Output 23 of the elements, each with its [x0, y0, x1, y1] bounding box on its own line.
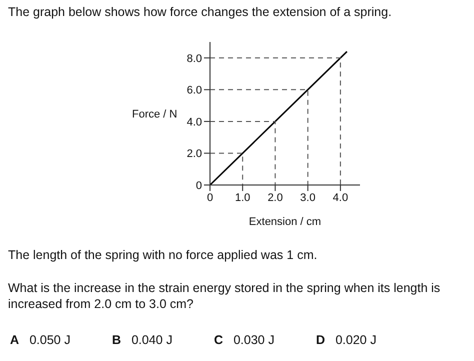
- y-tick-label: 8.0: [186, 52, 202, 65]
- x-tick-label: 2.0: [268, 192, 283, 204]
- x-axis-title: Extension / cm: [248, 216, 322, 228]
- text: A: [10, 333, 20, 347]
- chart-title: The graph below shows how force changes the extension of a spring.: [8, 5, 392, 19]
- y-tick-label: 2.0: [186, 148, 202, 160]
- text: B: [112, 333, 122, 347]
- text: D: [316, 333, 326, 347]
- text: 0.020 J: [335, 333, 376, 347]
- text: 0.050 J: [29, 333, 70, 347]
- x-tick-label: 1.0: [234, 192, 250, 204]
- text: 0.030 J: [233, 333, 274, 347]
- y-tick-label: 6.0: [186, 84, 202, 97]
- y-tick-label: 0: [196, 180, 202, 192]
- x-tick-label: 3.0: [300, 192, 316, 204]
- x-tick-label: 4.0: [332, 192, 348, 204]
- text: What is the increase in the strain energy stored in the spring when its length is increased from 2.0 cm to 3.0 cm?: [8, 280, 442, 312]
- y-tick-label: 4.0: [186, 116, 202, 128]
- text: 0.040 J: [131, 333, 172, 347]
- y-axis-title: Force / N: [132, 108, 178, 120]
- x-tick-label: 0: [206, 192, 214, 204]
- text: C: [214, 333, 224, 347]
- text: The length of the spring with no force applied was 1 cm.: [8, 248, 318, 262]
